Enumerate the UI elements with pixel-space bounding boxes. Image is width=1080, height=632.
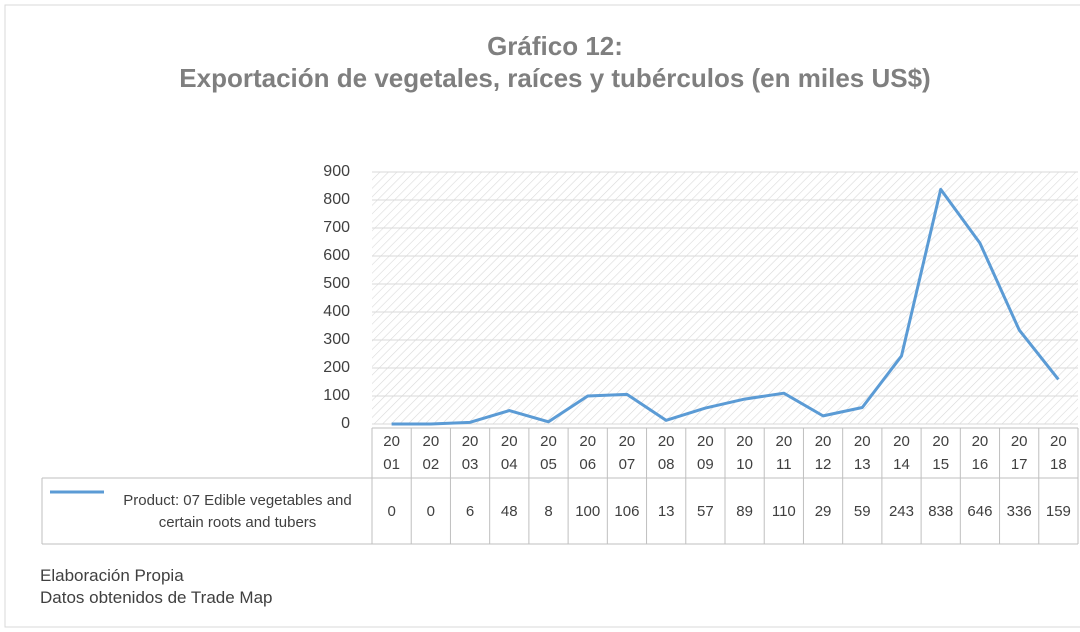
x-tick-label: 2002 [422, 433, 440, 473]
data-table-value: 89 [736, 502, 753, 520]
x-tick-label: 2013 [853, 433, 871, 473]
x-tick-label: 2004 [500, 433, 518, 473]
y-tick-label: 900 [323, 163, 350, 180]
x-tick-label: 2015 [932, 433, 950, 473]
legend-entry: Product: 07 Edible vegetables and certai… [123, 492, 352, 531]
x-tick-label: 2017 [1010, 433, 1028, 473]
data-table-value: 48 [500, 502, 518, 520]
y-tick-label: 700 [323, 219, 350, 236]
data-table-value: 57 [697, 502, 714, 520]
y-tick-label: 0 [341, 415, 350, 432]
data-table-value: 13 [657, 502, 675, 520]
x-tick-label: 2006 [579, 433, 597, 473]
series-line [391, 187, 1060, 426]
data-table-value: 159 [1045, 502, 1071, 520]
x-tick-label: 2005 [540, 433, 557, 473]
x-tick-label: 2007 [618, 433, 636, 473]
x-tick-label: 2003 [461, 433, 479, 473]
note: Datos obtenidos de Trade Map [40, 588, 273, 607]
y-tick-label: 500 [323, 275, 350, 292]
x-tick-label: 2010 [736, 433, 753, 473]
data-table-value: 59 [853, 502, 871, 520]
chart-title: Gráfico 12: Exportación de vegetales, ra… [179, 31, 931, 93]
data-table-value: 0 [387, 502, 396, 520]
x-tick-label: 2012 [814, 433, 832, 473]
data-table-value: 110 [771, 502, 796, 520]
y-tick-label: 100 [323, 387, 350, 404]
x-tick-label: 2014 [893, 433, 910, 473]
data-table-value: 336 [1006, 502, 1032, 520]
data-table-value: 243 [888, 502, 914, 520]
x-tick-label: 2011 [775, 433, 793, 473]
data-table-value: 6 [465, 502, 475, 520]
y-tick-label: 600 [323, 247, 350, 264]
data-table-value: 100 [575, 502, 601, 520]
y-tick-label: 300 [323, 331, 350, 348]
data-table-value: 646 [967, 502, 993, 520]
y-tick-label: 800 [323, 191, 350, 208]
y-tick-label: 200 [323, 359, 350, 376]
data-table-value: 29 [814, 502, 832, 520]
x-tick-label: 2016 [971, 433, 989, 473]
x-tick-label: 2009 [697, 433, 714, 473]
data-table-value: 838 [928, 502, 954, 520]
y-tick-label: 400 [323, 303, 350, 320]
x-tick-label: 2001 [383, 433, 400, 473]
x-tick-label: 2018 [1050, 433, 1067, 473]
plot-area [372, 172, 1078, 424]
data-table-value: 8 [544, 502, 553, 520]
chart-frame [4, 4, 1080, 628]
data-table-value: 106 [614, 502, 640, 520]
data-table-value: 0 [426, 502, 435, 520]
x-tick-label: 2008 [657, 433, 675, 473]
note: Elaboración Propia [40, 566, 184, 585]
